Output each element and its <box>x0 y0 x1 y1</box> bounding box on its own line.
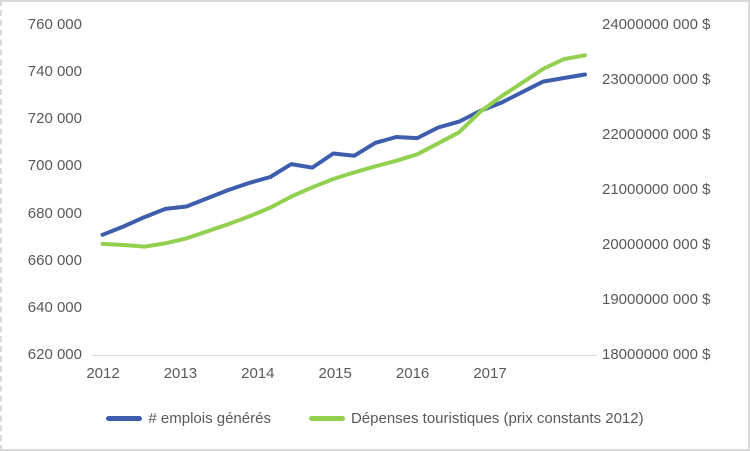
x-axis-tick-label: 2012 <box>86 365 120 382</box>
y-axis-right-tick-label: 22000000 000 $ <box>602 126 711 143</box>
y-axis-right-tick-label: 23000000 000 $ <box>602 71 711 88</box>
series-emplois-line <box>100 72 587 237</box>
legend-swatch-depenses-icon <box>308 416 345 421</box>
y-axis-right-tick-label: 21000000 000 $ <box>602 181 711 198</box>
x-axis-tick-label: 2017 <box>473 365 507 382</box>
y-axis-left-tick-label: 640 000 <box>27 298 82 316</box>
series-depenses-line <box>100 53 587 249</box>
legend-item-emplois: # emplois générés <box>106 410 271 427</box>
y-axis-left-tick-label: 620 000 <box>27 346 82 363</box>
y-axis-left-tick-label: 740 000 <box>27 63 82 81</box>
x-axis-tick-label: 2013 <box>163 365 198 382</box>
x-axis-tick-label: 2015 <box>318 365 352 382</box>
y-axis-left-tick-label: 680 000 <box>27 204 82 222</box>
y-axis-left-tick-label: 720 000 <box>27 110 82 128</box>
x-axis-tick-label: 2014 <box>241 365 275 382</box>
y-axis-left-tick-label: 760 000 <box>27 16 82 33</box>
y-axis-right-tick-label: 20000000 000 $ <box>602 236 711 253</box>
y-axis-right-tick-label: 19000000 000 $ <box>602 291 711 308</box>
legend-swatch-emplois-icon <box>106 416 143 421</box>
legend-item-depenses: Dépenses touristiques (prix constants 20… <box>308 410 644 427</box>
legend-label-emplois: # emplois générés <box>148 410 271 427</box>
y-axis-right-tick-label: 24000000 000 $ <box>602 16 711 33</box>
legend: # emplois générés Dépenses touristiques … <box>2 410 748 427</box>
x-axis-tick-label: 2016 <box>395 365 430 382</box>
x-axis-line <box>92 355 597 356</box>
y-axis-left-tick-label: 660 000 <box>27 251 82 269</box>
y-axis-right-tick-label: 18000000 000 $ <box>602 346 711 363</box>
legend-label-depenses: Dépenses touristiques (prix constants 20… <box>350 410 644 427</box>
y-axis-left-tick-label: 700 000 <box>27 157 82 175</box>
